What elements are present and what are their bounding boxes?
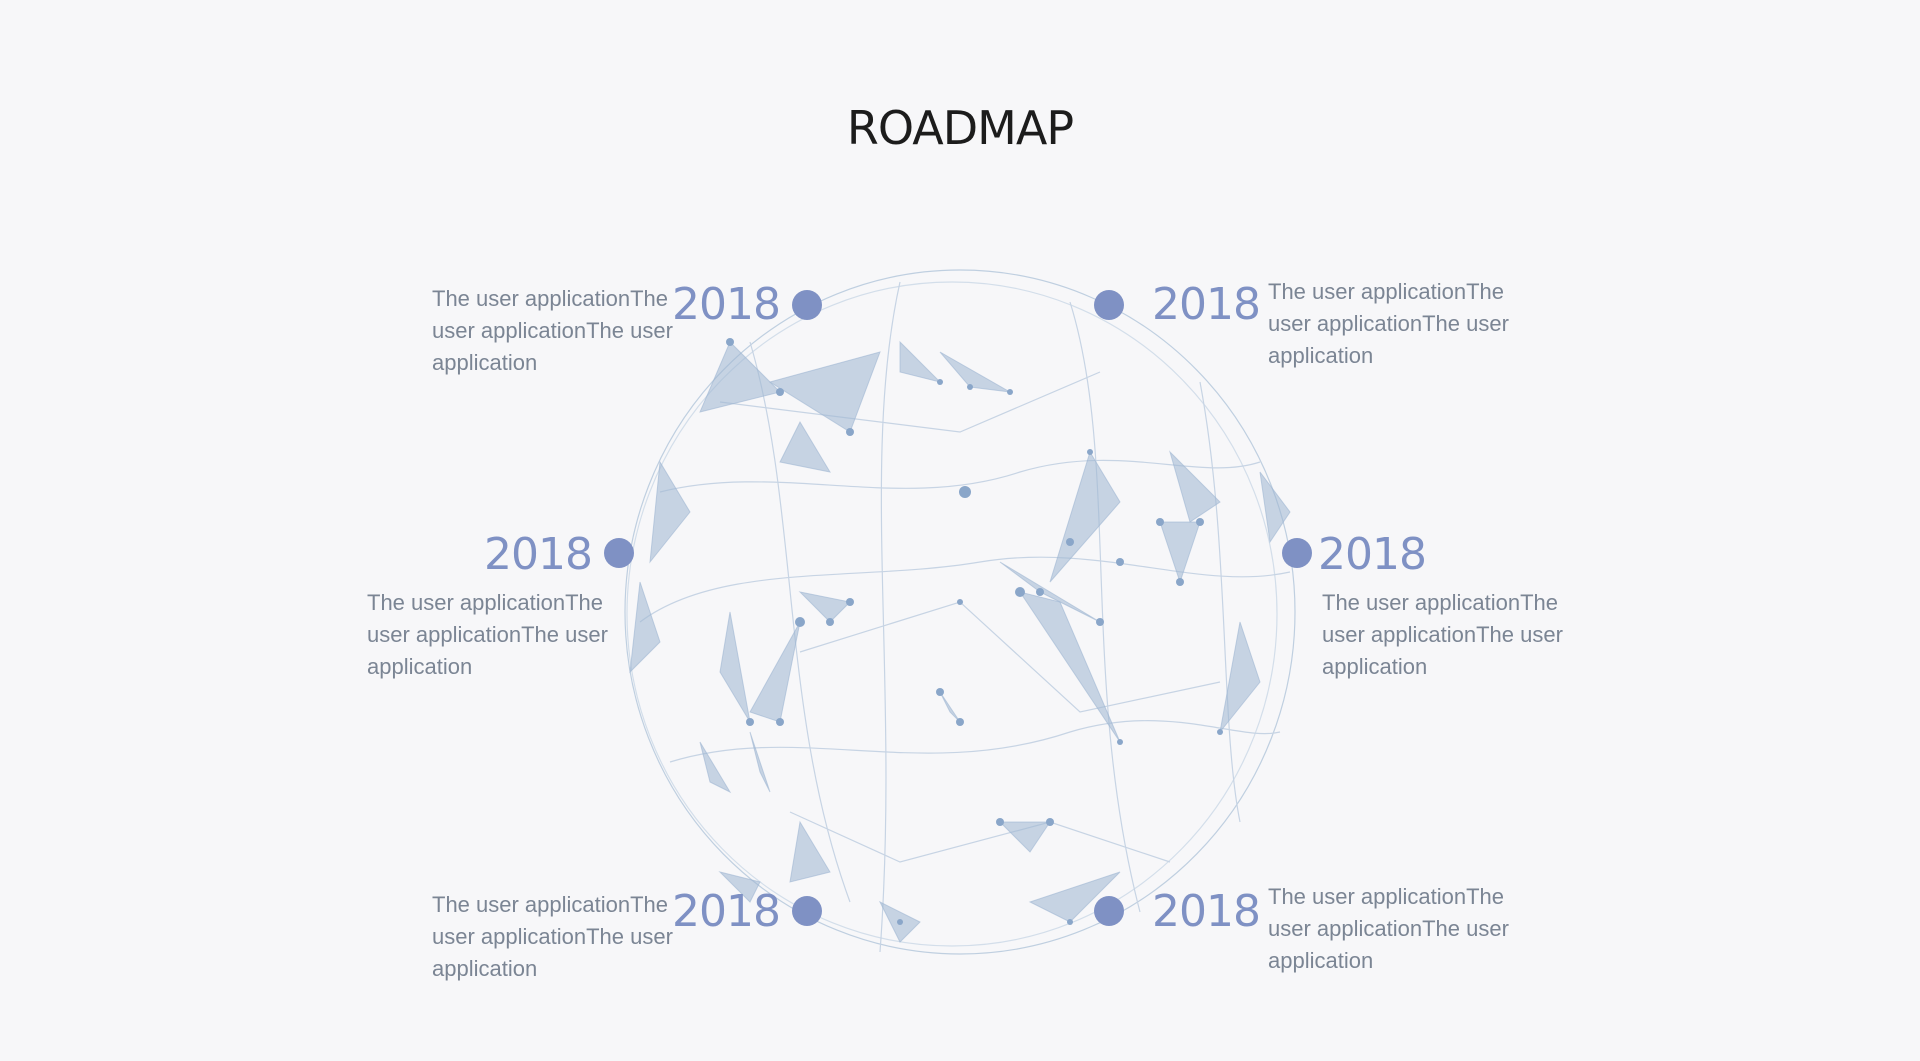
milestone-top-left-dot-icon (792, 290, 822, 320)
milestone-top-left-text: The user applicationThe user application… (432, 286, 673, 375)
milestone-top-left-year: 2018 (672, 279, 781, 330)
milestone-bottom-right-text: The user applicationThe user application… (1268, 884, 1509, 973)
milestone-top-right-dot-icon (1094, 290, 1124, 320)
milestone-bottom-left-dot-icon (792, 896, 822, 926)
milestone-bottom-right-year: 2018 (1152, 886, 1261, 937)
milestone-bottom-left-year: 2018 (672, 886, 781, 937)
milestone-top-right-year: 2018 (1152, 279, 1261, 330)
milestone-bottom-right-dot-icon (1094, 896, 1124, 926)
milestone-bottom-left-text: The user applicationThe user application… (432, 892, 673, 981)
milestone-middle-right-year: 2018 (1318, 529, 1427, 580)
milestone-middle-right-text: The user applicationThe user application… (1322, 590, 1563, 679)
milestone-middle-right-dot-icon (1282, 538, 1312, 568)
milestone-middle-left-year: 2018 (484, 529, 593, 580)
milestone-middle-left-text: The user applicationThe user application… (367, 590, 608, 679)
milestone-middle-left-dot-icon (604, 538, 634, 568)
network-globe-graphic (624, 269, 1296, 955)
page-title: ROADMAP (846, 101, 1074, 155)
milestone-top-right-text: The user applicationThe user application… (1268, 279, 1509, 368)
